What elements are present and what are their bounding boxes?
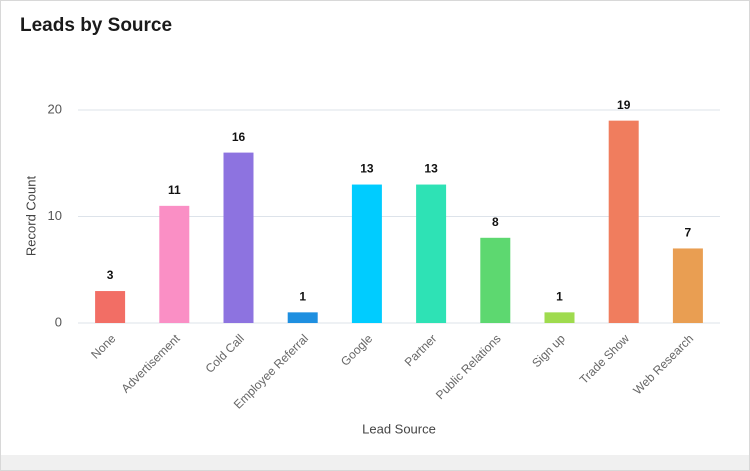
y-tick-label: 10 (48, 208, 62, 223)
x-axis-title: Lead Source (362, 421, 436, 436)
value-label: 11 (168, 183, 181, 197)
value-label: 7 (685, 226, 692, 240)
bar (608, 120, 639, 324)
y-axis-title: Record Count (23, 176, 38, 257)
y-tick-label: 20 (48, 101, 62, 116)
bar (480, 237, 511, 323)
bar (416, 184, 447, 323)
bar (159, 205, 190, 323)
value-label: 16 (232, 130, 246, 144)
footer-strip (1, 455, 749, 470)
bar (95, 291, 126, 323)
value-label: 13 (424, 162, 438, 176)
y-tick-label: 0 (55, 314, 62, 329)
chart-title: Leads by Source (20, 15, 172, 36)
value-label: 3 (107, 268, 114, 282)
bar (544, 312, 575, 323)
bar (351, 184, 382, 323)
value-label: 13 (360, 162, 374, 176)
bar (672, 248, 703, 323)
value-label: 1 (299, 290, 306, 304)
bar (287, 312, 318, 323)
value-label: 8 (492, 215, 499, 229)
value-label: 19 (617, 98, 631, 112)
value-label: 1 (556, 290, 563, 304)
bar (223, 152, 254, 323)
